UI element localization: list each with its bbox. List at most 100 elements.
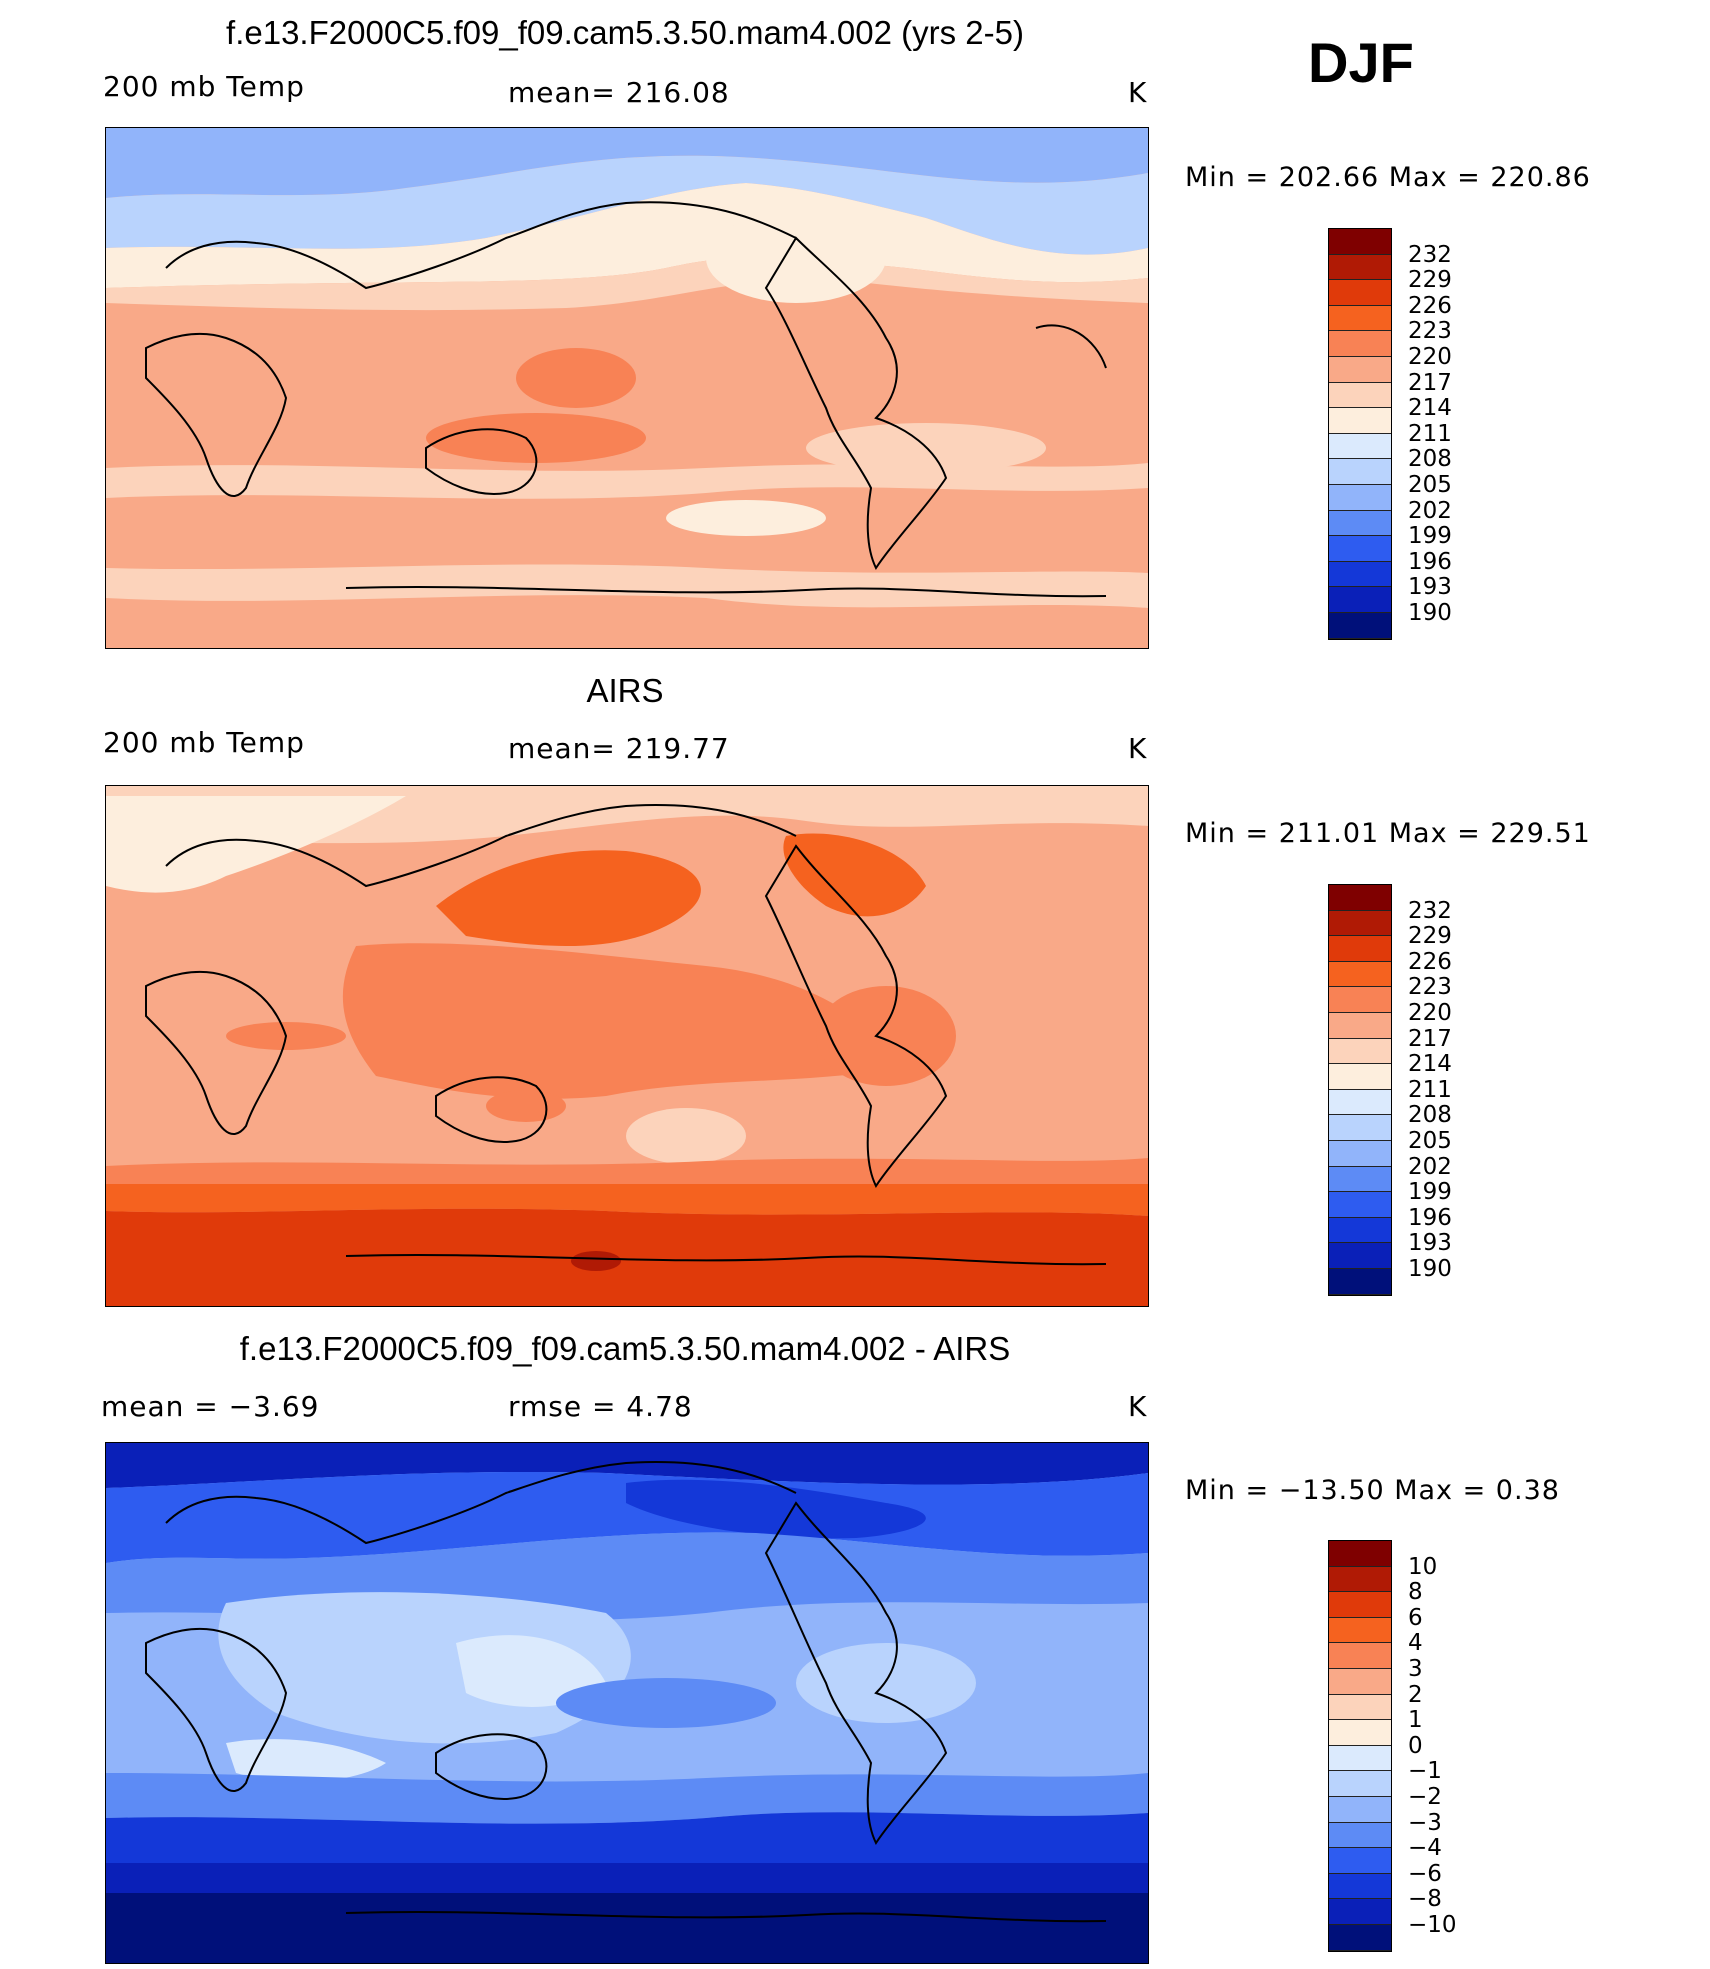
colorbar-tick-label: 223 <box>1408 318 1452 345</box>
colorbar-swatch <box>1329 1541 1391 1567</box>
colorbar-swatch <box>1329 536 1391 562</box>
panel-3-minmax: Min = −13.50 Max = 0.38 <box>1185 1475 1560 1506</box>
panel-3-title: f.e13.F2000C5.f09_f09.cam5.3.50.mam4.002… <box>239 1330 1011 1367</box>
colorbar-swatch <box>1329 561 1391 588</box>
colorbar-tick-label: 214 <box>1408 395 1452 422</box>
panel-2-variable-label: 200 mb Temp <box>103 726 305 759</box>
colorbar-tick-label: 220 <box>1408 1000 1452 1026</box>
colorbar-tick-label: 190 <box>1408 600 1452 626</box>
colorbar-tick-label: 196 <box>1408 548 1452 575</box>
panel-1-units: K <box>1128 76 1148 109</box>
colorbar-swatch <box>1329 484 1391 511</box>
panel-1-variable-label: 200 mb Temp <box>103 70 305 103</box>
panel-3-rmse-label: rmse = 4.78 <box>508 1390 693 1423</box>
colorbar-tick-label: 0 <box>1408 1732 1423 1759</box>
colorbar-tick-label: 232 <box>1408 897 1452 924</box>
colorbar-swatch <box>1329 1140 1391 1167</box>
colorbar-tick-label: 226 <box>1408 292 1452 319</box>
colorbar-swatch <box>1329 1745 1391 1772</box>
colorbar-swatch <box>1329 1012 1391 1039</box>
panel-1-colorbar <box>1328 228 1392 640</box>
colorbar-swatch <box>1329 885 1391 911</box>
colorbar-tick-label: −8 <box>1408 1886 1442 1913</box>
colorbar-tick-label: 208 <box>1408 1102 1452 1129</box>
colorbar-swatch <box>1329 254 1391 281</box>
colorbar-tick-label: 10 <box>1408 1553 1438 1580</box>
colorbar-swatch <box>1329 1899 1391 1925</box>
colorbar-swatch <box>1329 1848 1391 1874</box>
colorbar-swatch <box>1329 1720 1391 1746</box>
panel-2-units: K <box>1128 732 1148 765</box>
colorbar-tick-label: 208 <box>1408 446 1452 473</box>
colorbar-tick-label: 232 <box>1408 241 1452 268</box>
colorbar-swatch <box>1329 1771 1391 1797</box>
colorbar-tick-label: 4 <box>1408 1630 1423 1657</box>
colorbar-tick-label: −3 <box>1408 1809 1442 1836</box>
colorbar-swatch <box>1329 910 1391 937</box>
colorbar-tick-label: 223 <box>1408 974 1452 1001</box>
colorbar-tick-label: 193 <box>1408 574 1452 601</box>
colorbar-swatch <box>1329 1038 1391 1065</box>
colorbar-tick-label: −1 <box>1408 1758 1442 1785</box>
colorbar-swatch <box>1329 1089 1391 1116</box>
colorbar-tick-label: −2 <box>1408 1784 1442 1810</box>
colorbar-tick-label: 3 <box>1408 1656 1423 1682</box>
panel-2-contour-field <box>106 786 1148 1306</box>
colorbar-tick-label: 199 <box>1408 523 1452 550</box>
colorbar-swatch <box>1329 433 1391 460</box>
panel-2-mean-label: mean= 219.77 <box>508 732 730 765</box>
panel-2-title: AIRS <box>586 672 664 709</box>
colorbar-swatch <box>1329 1668 1391 1695</box>
colorbar-swatch <box>1329 1566 1391 1593</box>
colorbar-swatch <box>1329 280 1391 306</box>
colorbar-swatch <box>1329 612 1391 639</box>
panel-1-contour-field <box>106 128 1148 648</box>
panel-3-contour-field <box>106 1443 1148 1963</box>
colorbar-tick-label: 2 <box>1408 1681 1423 1708</box>
season-label: DJF <box>1308 31 1414 94</box>
colorbar-tick-label: 190 <box>1408 1256 1452 1282</box>
colorbar-swatch <box>1329 356 1391 383</box>
panel-2-minmax: Min = 211.01 Max = 229.51 <box>1185 818 1591 849</box>
colorbar-swatch <box>1329 1217 1391 1244</box>
colorbar-swatch <box>1329 1694 1391 1721</box>
colorbar-tick-label: 211 <box>1408 1076 1452 1103</box>
colorbar-tick-label: 205 <box>1408 472 1452 498</box>
colorbar-tick-label: 211 <box>1408 420 1452 447</box>
colorbar-swatch <box>1329 1115 1391 1141</box>
panel-1-minmax: Min = 202.66 Max = 220.86 <box>1185 162 1591 193</box>
colorbar-tick-label: 6 <box>1408 1604 1423 1631</box>
colorbar-tick-label: 8 <box>1408 1579 1423 1606</box>
panel-3-units: K <box>1128 1390 1148 1423</box>
colorbar-swatch <box>1329 459 1391 485</box>
colorbar-swatch <box>1329 1166 1391 1193</box>
panel-3-colorbar <box>1328 1540 1392 1952</box>
colorbar-tick-label: 196 <box>1408 1204 1452 1231</box>
colorbar-tick-label: 226 <box>1408 948 1452 975</box>
colorbar-swatch <box>1329 1924 1391 1951</box>
colorbar-tick-label: 202 <box>1408 1153 1452 1180</box>
colorbar-swatch <box>1329 229 1391 255</box>
colorbar-tick-label: −10 <box>1408 1912 1457 1938</box>
colorbar-tick-label: 217 <box>1408 369 1452 396</box>
colorbar-swatch <box>1329 510 1391 537</box>
panel-3-mean-label: mean = −3.69 <box>101 1390 320 1423</box>
panel-1-mean-label: mean= 216.08 <box>508 76 730 109</box>
panel-2-colorbar <box>1328 884 1392 1296</box>
colorbar-tick-label: 229 <box>1408 267 1452 294</box>
panel-1-title: f.e13.F2000C5.f09_f09.cam5.3.50.mam4.002… <box>226 14 1024 51</box>
panel-2-map <box>105 785 1149 1307</box>
colorbar-tick-label: −6 <box>1408 1860 1442 1887</box>
colorbar-tick-label: 1 <box>1408 1707 1423 1734</box>
colorbar-tick-label: 217 <box>1408 1025 1452 1052</box>
colorbar-swatch <box>1329 1617 1391 1644</box>
panel-3-map <box>105 1442 1149 1964</box>
colorbar-swatch <box>1329 1064 1391 1090</box>
colorbar-swatch <box>1329 1643 1391 1669</box>
colorbar-tick-label: 220 <box>1408 344 1452 370</box>
colorbar-tick-label: 199 <box>1408 1179 1452 1206</box>
colorbar-swatch <box>1329 331 1391 357</box>
colorbar-swatch <box>1329 408 1391 434</box>
colorbar-swatch <box>1329 936 1391 962</box>
colorbar-swatch <box>1329 587 1391 613</box>
